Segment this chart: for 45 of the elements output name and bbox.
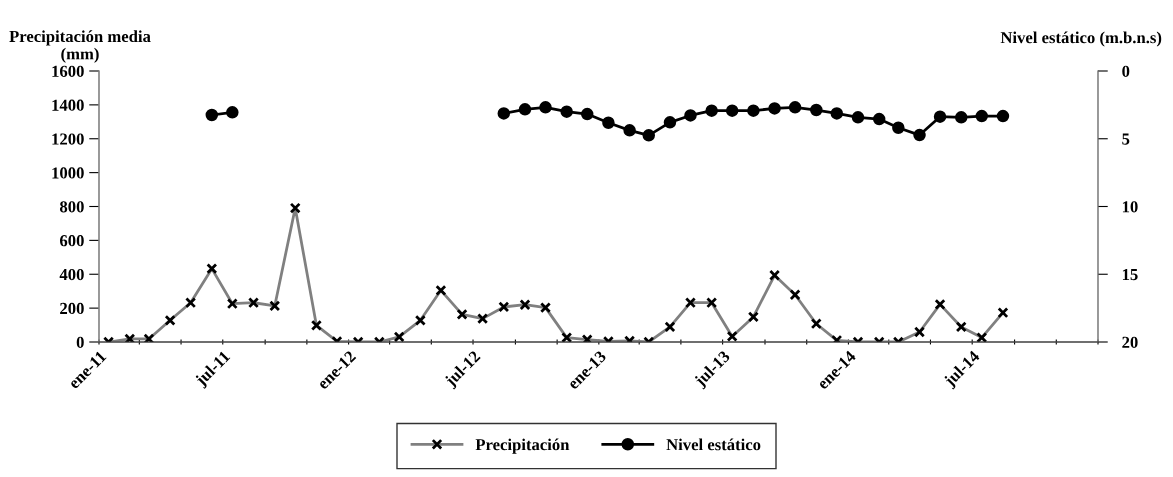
y-axis-title: Precipitación media (mm)	[9, 30, 151, 63]
point	[810, 103, 823, 117]
point	[560, 105, 573, 118]
y2-axis-title: Nivel estático (m.b.n.s)	[1000, 31, 1162, 47]
point	[539, 101, 552, 114]
y-tick-label: 1400	[52, 99, 84, 111]
y-tick-label: 1200	[52, 133, 84, 145]
point	[725, 104, 739, 117]
y2-tick-label: 15	[1122, 269, 1138, 281]
point	[497, 107, 511, 120]
y-tick-label: 400	[59, 268, 84, 281]
point	[580, 107, 594, 121]
y-tick-label: 600	[59, 235, 84, 247]
point	[996, 109, 1010, 123]
point	[623, 124, 636, 137]
point	[642, 129, 656, 142]
point	[226, 106, 239, 119]
y-tick-label: 1000	[52, 167, 84, 179]
point	[913, 128, 926, 142]
point	[872, 112, 886, 126]
y2-tick-label: 10	[1122, 201, 1138, 213]
point	[205, 108, 219, 122]
point	[747, 104, 760, 117]
point	[705, 104, 718, 117]
legend-label: Precipitación	[475, 438, 570, 454]
y2-tick-label: 5	[1122, 133, 1130, 145]
legend-label: Nivel estático	[666, 438, 761, 451]
point	[788, 101, 802, 114]
y-tick-label: 800	[59, 201, 84, 213]
point	[933, 110, 947, 123]
point	[830, 107, 844, 120]
point	[602, 116, 615, 130]
point	[684, 109, 697, 122]
y-tick-label: 1600	[52, 65, 84, 77]
point	[954, 111, 968, 124]
point	[768, 102, 781, 115]
y-tick-label: 200	[60, 302, 84, 315]
point	[892, 121, 905, 135]
point	[851, 111, 865, 124]
point	[975, 109, 989, 123]
y2-tick-label: 0	[1122, 65, 1130, 77]
y-tick-label: 0	[76, 336, 84, 348]
point	[518, 103, 532, 116]
point	[663, 116, 677, 129]
y2-tick-label: 20	[1122, 336, 1138, 348]
